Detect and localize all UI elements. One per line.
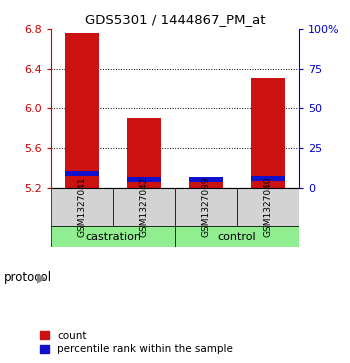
Bar bbox=[51, 188, 113, 226]
Bar bbox=[65, 171, 99, 176]
Text: control: control bbox=[218, 232, 257, 241]
Text: GSM1327040: GSM1327040 bbox=[264, 177, 273, 237]
Bar bbox=[189, 177, 223, 182]
Bar bbox=[127, 118, 161, 188]
Text: GSM1327042: GSM1327042 bbox=[139, 177, 148, 237]
Bar bbox=[251, 78, 285, 188]
Text: GSM1327039: GSM1327039 bbox=[202, 177, 211, 237]
Bar bbox=[251, 176, 285, 182]
Bar bbox=[237, 188, 299, 226]
Text: GSM1327041: GSM1327041 bbox=[77, 177, 86, 237]
Bar bbox=[127, 177, 161, 182]
Bar bbox=[65, 33, 99, 188]
Text: protocol: protocol bbox=[4, 271, 52, 284]
Text: castration: castration bbox=[85, 232, 141, 241]
Text: ▶: ▶ bbox=[37, 271, 46, 284]
Bar bbox=[113, 188, 175, 226]
Bar bbox=[175, 226, 299, 247]
Legend: count, percentile rank within the sample: count, percentile rank within the sample bbox=[40, 331, 233, 354]
Bar bbox=[189, 181, 223, 188]
Bar bbox=[175, 188, 237, 226]
Title: GDS5301 / 1444867_PM_at: GDS5301 / 1444867_PM_at bbox=[85, 13, 265, 26]
Bar bbox=[51, 226, 175, 247]
